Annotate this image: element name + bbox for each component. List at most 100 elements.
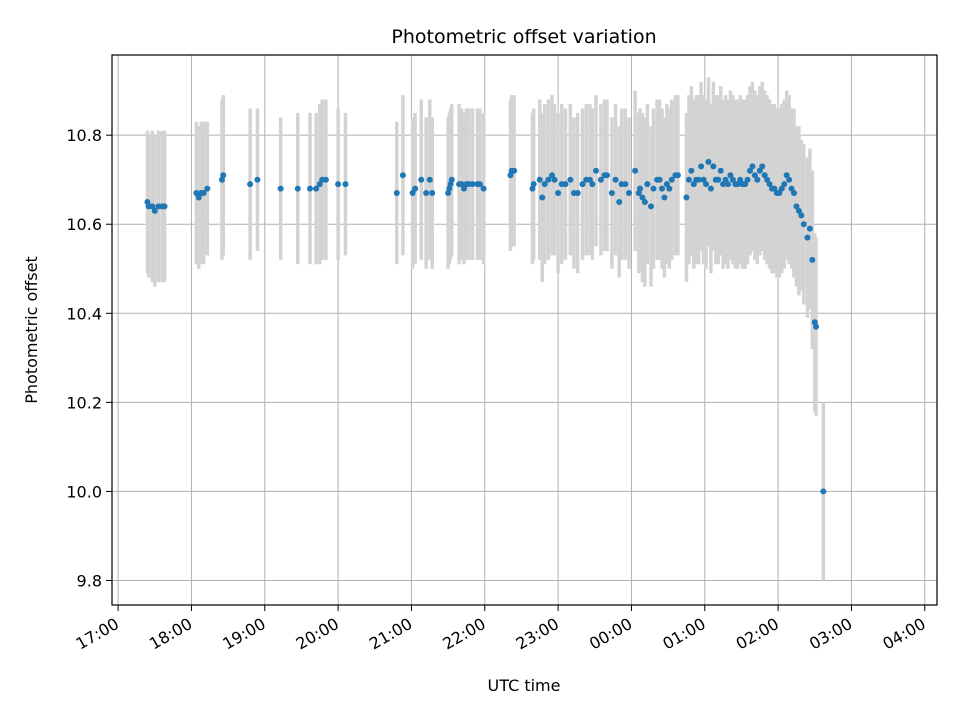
data-point	[399, 172, 406, 179]
data-point	[707, 185, 714, 192]
data-point	[593, 167, 599, 174]
data-point	[622, 181, 629, 188]
data-point	[813, 323, 819, 330]
data-point	[715, 176, 722, 183]
data-point	[674, 172, 681, 179]
data-point	[254, 176, 261, 183]
data-point	[690, 181, 697, 188]
data-point	[804, 234, 811, 241]
data-point	[562, 181, 569, 188]
data-point	[476, 181, 483, 188]
data-point	[666, 185, 673, 192]
data-point	[798, 212, 805, 219]
data-point	[322, 176, 329, 183]
data-point	[597, 176, 604, 183]
data-point	[586, 176, 593, 183]
data-point	[626, 190, 632, 197]
data-point	[412, 185, 419, 192]
data-point	[393, 190, 400, 197]
x-tick-label: 04:00	[879, 614, 928, 654]
data-point	[480, 185, 487, 192]
data-point	[698, 163, 705, 170]
data-point	[604, 172, 610, 179]
data-point	[776, 190, 783, 197]
data-point	[695, 176, 702, 183]
data-point	[579, 181, 586, 188]
data-point	[820, 488, 827, 495]
x-tick-label: 00:00	[586, 614, 635, 654]
data-point	[717, 167, 724, 174]
data-point	[589, 181, 596, 188]
data-point	[313, 185, 320, 192]
data-point	[705, 158, 712, 165]
y-tick-label: 9.8	[77, 572, 102, 591]
data-point	[761, 172, 768, 179]
data-point	[612, 176, 619, 183]
data-point	[764, 176, 771, 183]
data-point	[641, 198, 648, 205]
y-axis-ticks: 9.8 10.0 10.2 10.4 10.6 10.8	[66, 126, 112, 591]
x-tick-label: 01:00	[659, 614, 708, 654]
data-point	[549, 172, 555, 179]
data-point	[791, 190, 797, 197]
data-point	[725, 181, 731, 188]
data-point	[511, 167, 518, 174]
data-point	[685, 176, 692, 183]
data-point	[149, 203, 156, 210]
data-point	[555, 190, 562, 197]
x-tick-label: 21:00	[366, 614, 415, 654]
data-point	[193, 190, 200, 197]
data-point	[639, 194, 646, 201]
x-tick-label: 03:00	[806, 614, 855, 654]
data-point	[663, 181, 670, 188]
data-point	[644, 181, 651, 188]
data-point	[536, 176, 543, 183]
data-point	[539, 194, 546, 201]
data-point	[458, 181, 465, 188]
error-bars	[145, 77, 826, 581]
data-point	[754, 176, 761, 183]
data-point	[461, 185, 467, 192]
data-point	[200, 190, 207, 197]
data-point	[756, 167, 763, 174]
data-point	[551, 176, 558, 183]
data-point	[786, 176, 793, 183]
data-point	[632, 167, 639, 174]
x-tick-label: 18:00	[146, 614, 195, 654]
data-point	[423, 190, 430, 197]
data-point	[759, 163, 766, 170]
data-point	[151, 207, 158, 214]
data-point	[747, 167, 753, 174]
data-point	[793, 203, 800, 210]
x-tick-label: 22:00	[439, 614, 488, 654]
data-point	[247, 181, 254, 188]
data-point	[661, 194, 668, 201]
data-point	[426, 176, 433, 183]
data-point	[683, 194, 690, 201]
data-point	[294, 185, 301, 192]
data-point	[429, 190, 436, 197]
data-point	[567, 176, 574, 183]
data-point	[783, 172, 790, 179]
data-point	[766, 181, 773, 188]
data-point	[809, 256, 816, 263]
data-point	[277, 185, 284, 192]
data-point	[204, 185, 211, 192]
data-points	[144, 158, 827, 495]
data-point	[409, 190, 416, 197]
data-point	[688, 167, 695, 174]
data-point	[608, 190, 615, 197]
plot-frame	[111, 54, 938, 606]
y-tick-label: 10.8	[66, 126, 102, 145]
data-point	[734, 181, 741, 188]
x-tick-label: 23:00	[513, 614, 562, 654]
data-point	[737, 176, 744, 183]
data-point	[316, 181, 323, 188]
y-tick-label: 10.4	[66, 304, 102, 323]
data-point	[800, 221, 807, 228]
data-point	[530, 181, 537, 188]
x-tick-label: 02:00	[733, 614, 782, 654]
data-point	[703, 181, 709, 188]
data-point	[659, 185, 665, 192]
